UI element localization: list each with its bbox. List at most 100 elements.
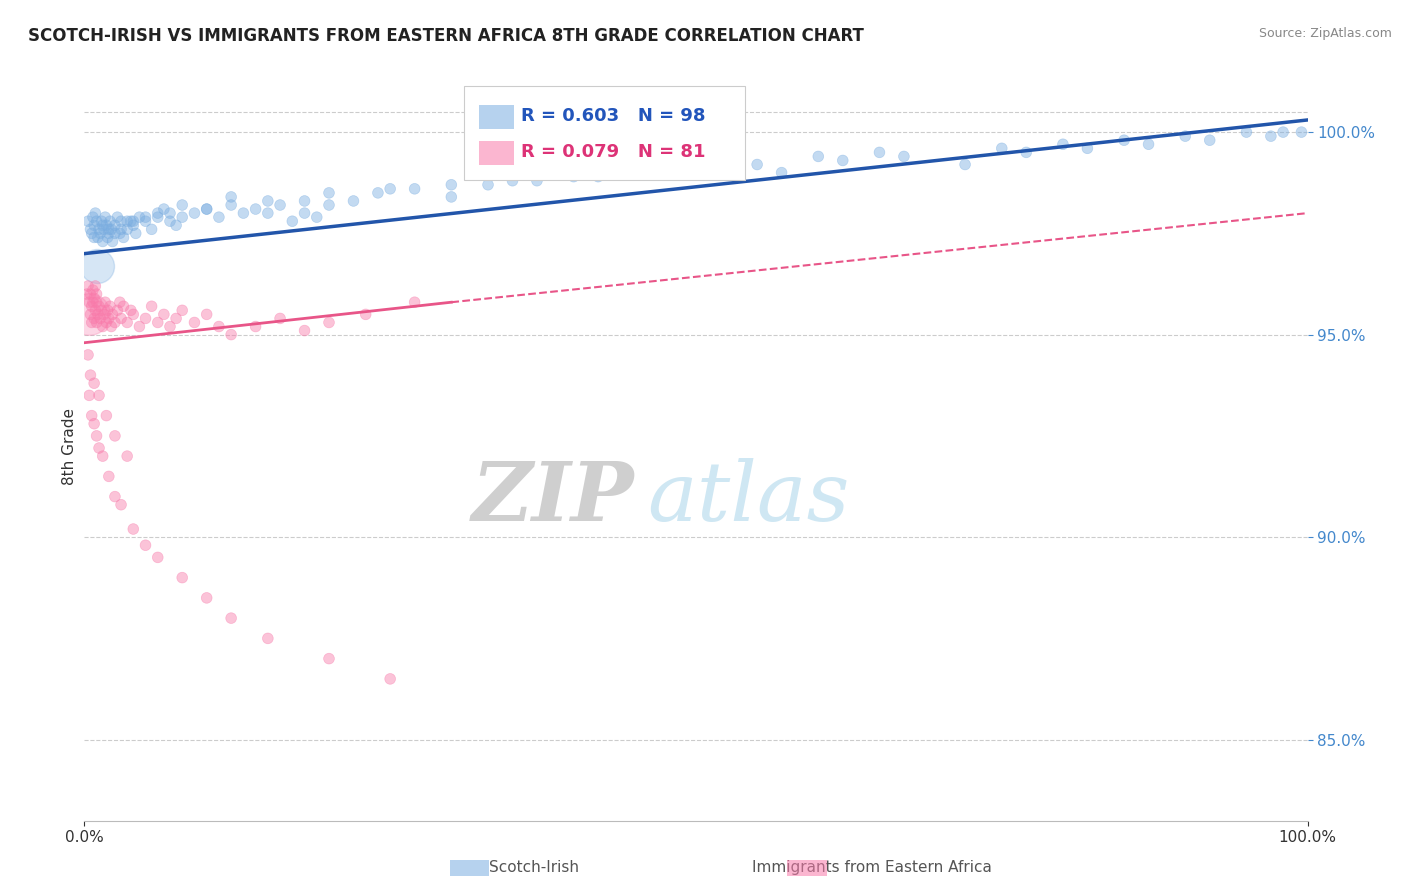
Point: [219, 198, 242, 212]
Point: [526, 174, 548, 188]
Point: [80, 409, 103, 423]
Point: [82, 283, 104, 297]
Point: [98, 299, 121, 313]
Point: [159, 206, 181, 220]
Point: [281, 214, 304, 228]
Point: [146, 206, 169, 220]
Point: [1137, 137, 1160, 152]
Point: [159, 319, 181, 334]
Point: [141, 222, 163, 236]
Point: [86, 287, 108, 301]
Point: [1076, 141, 1098, 155]
Point: [1198, 133, 1220, 147]
Point: [208, 319, 231, 334]
Point: [122, 522, 145, 536]
Point: [104, 490, 127, 504]
Point: [165, 311, 187, 326]
Point: [104, 219, 127, 233]
Text: atlas: atlas: [647, 458, 849, 539]
Text: Immigrants from Eastern Africa: Immigrants from Eastern Africa: [752, 860, 991, 874]
Point: [91, 449, 114, 463]
Point: [97, 227, 120, 241]
Point: [96, 316, 118, 330]
Point: [87, 441, 110, 455]
Point: [232, 206, 254, 220]
Point: [172, 303, 194, 318]
Point: [76, 287, 98, 301]
Point: [86, 259, 108, 273]
Point: [991, 141, 1014, 155]
Point: [77, 295, 100, 310]
Point: [79, 307, 101, 321]
Point: [128, 319, 150, 334]
Point: [110, 222, 132, 236]
Point: [125, 227, 148, 241]
Point: [195, 202, 218, 216]
Point: [83, 230, 105, 244]
Point: [97, 230, 120, 244]
Point: [294, 194, 316, 208]
Point: [1236, 125, 1258, 139]
Point: [77, 279, 100, 293]
Point: [122, 307, 145, 321]
Text: R = 0.603   N = 98: R = 0.603 N = 98: [522, 107, 706, 125]
Point: [80, 227, 103, 241]
Point: [120, 303, 142, 318]
Point: [122, 219, 145, 233]
Point: [294, 324, 316, 338]
Point: [80, 316, 103, 330]
Point: [305, 210, 328, 224]
Point: [380, 672, 402, 686]
Point: [97, 469, 120, 483]
Point: [80, 299, 103, 313]
Point: [77, 348, 100, 362]
Point: [1272, 125, 1295, 139]
Point: [82, 295, 104, 310]
Point: [709, 157, 731, 171]
Point: [128, 210, 150, 224]
Bar: [479, 105, 513, 129]
Point: [97, 311, 120, 326]
Point: [83, 417, 105, 431]
Point: [477, 178, 499, 192]
Point: [141, 299, 163, 313]
Point: [108, 227, 131, 241]
Point: [318, 186, 340, 200]
Point: [172, 198, 194, 212]
Point: [135, 210, 157, 224]
Point: [82, 210, 104, 224]
Point: [122, 214, 145, 228]
Text: R = 0.079   N = 81: R = 0.079 N = 81: [522, 143, 706, 161]
Point: [354, 307, 377, 321]
Point: [1114, 133, 1136, 147]
Point: [91, 219, 114, 233]
Point: [105, 303, 128, 318]
Point: [380, 182, 402, 196]
Point: [120, 214, 142, 228]
Point: [195, 202, 218, 216]
Point: [1291, 125, 1313, 139]
Point: [183, 206, 205, 220]
Point: [84, 303, 107, 318]
Point: [104, 316, 127, 330]
Point: [89, 311, 111, 326]
Point: [831, 153, 853, 168]
Point: [367, 186, 389, 200]
Point: [953, 157, 976, 171]
Point: [146, 210, 169, 224]
Point: [257, 632, 280, 646]
Point: [562, 169, 585, 184]
Point: [404, 295, 426, 310]
Point: [115, 222, 138, 236]
Point: [115, 449, 138, 463]
Point: [183, 316, 205, 330]
Point: [112, 230, 135, 244]
Point: [770, 166, 793, 180]
Point: [1174, 129, 1197, 144]
Point: [100, 319, 122, 334]
Point: [101, 307, 124, 321]
Point: [110, 214, 132, 228]
Point: [89, 227, 111, 241]
Point: [86, 295, 108, 310]
Point: [153, 202, 176, 216]
